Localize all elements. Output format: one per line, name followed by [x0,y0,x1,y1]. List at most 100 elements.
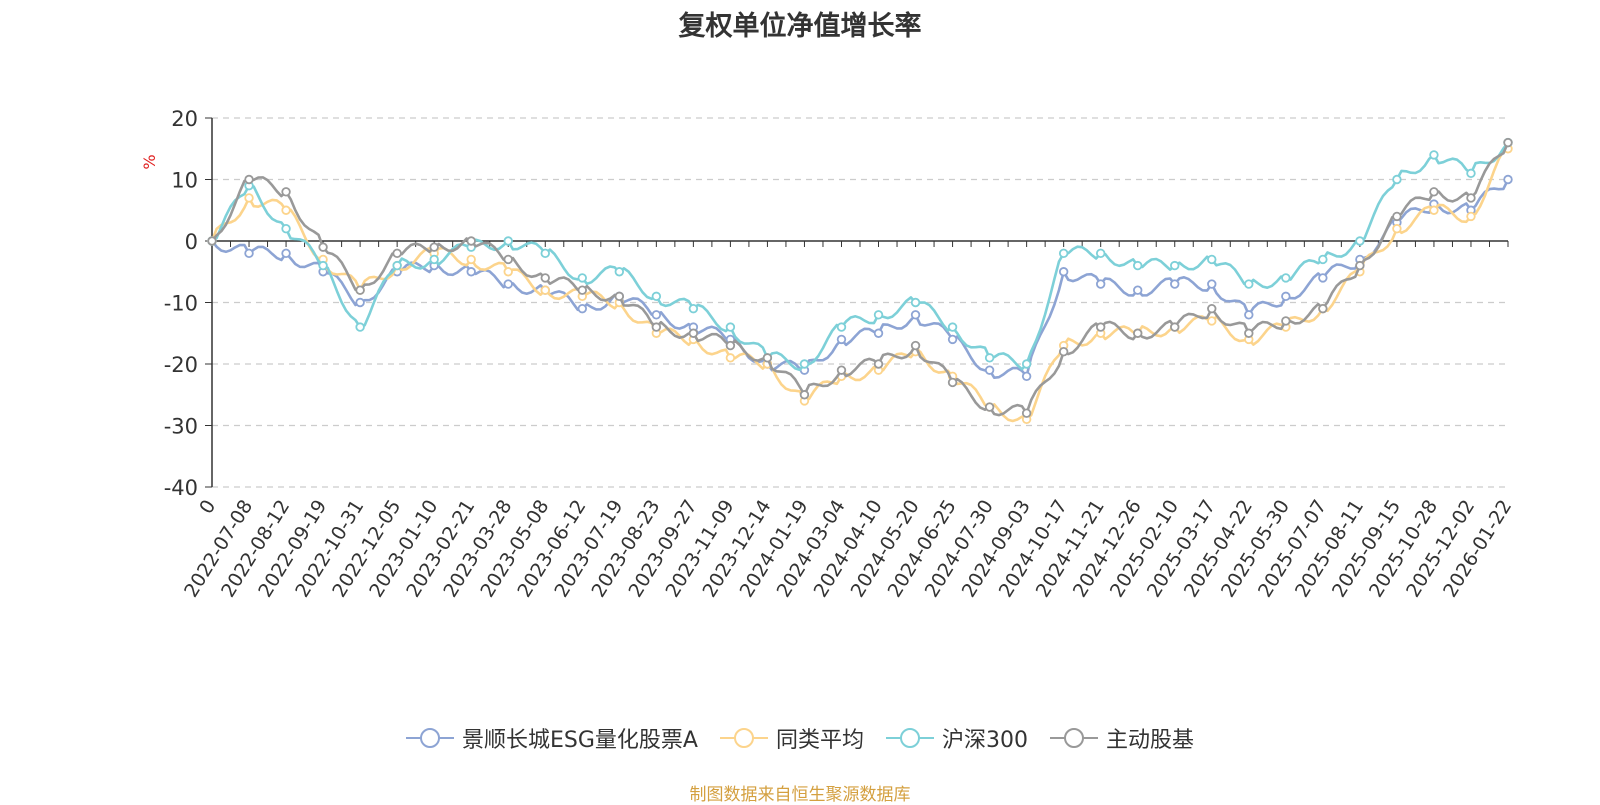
data-point [1318,254,1328,265]
data-point [1244,310,1254,320]
data-point [244,193,254,203]
data-point [1392,223,1402,234]
data-point [836,322,847,332]
legend-item-1[interactable]: 同类平均 [719,722,864,754]
x-tick-label: 0 [195,496,220,518]
data-point [244,174,254,185]
data-point [984,353,995,363]
data-point [762,353,773,363]
data-point [1133,260,1143,271]
data-point [1207,316,1217,326]
data-point [614,267,625,277]
y-tick-label: 10 [171,169,198,193]
data-point [1244,328,1254,338]
legend-label: 主动股基 [1105,728,1194,753]
data-point [1244,279,1254,289]
data-point [1466,168,1476,179]
data-point [1318,273,1328,283]
data-point [725,322,736,332]
data-point [355,297,365,308]
series-line-3 [210,142,1510,417]
legend-label: 景顺长城ESG量化股票A [462,728,698,753]
data-point [1133,285,1143,295]
data-point [1170,260,1180,271]
data-point [503,267,513,277]
data-point [1021,408,1032,418]
legend-marker-icon [719,728,768,748]
series-line-0 [210,178,1510,380]
data-point [1170,322,1180,332]
data-point [1429,150,1439,160]
data-point [947,334,958,345]
x-tick-labels: 02022-07-082022-08-122022-09-192022-10-3… [180,496,1516,601]
data-point [910,340,921,351]
legend-marker-icon [885,728,934,748]
chart-title: 复权单位净值增长率 [678,11,922,42]
data-point [1207,279,1217,289]
data-point [1021,371,1032,381]
data-point [392,260,402,271]
series-line-2 [211,141,1510,372]
data-point [1133,328,1143,338]
data-point [392,248,402,258]
data-point [1170,279,1180,289]
data-point [355,285,365,295]
data-point [540,248,550,258]
data-point [910,297,921,308]
data-point [1355,236,1365,246]
data-point [503,279,513,289]
data-point [651,291,662,302]
data-point [1095,248,1106,258]
data-point [1429,205,1439,215]
data-point [577,303,587,314]
chart-legend: 景顺长城ESG量化股票A 同类平均 沪深300 主动股基 [0,722,1600,754]
data-point [1207,254,1217,265]
y-axis-label: % [140,154,159,169]
data-point [1429,187,1439,197]
source-note: 制图数据来自恒生聚源数据库 [689,785,911,805]
data-point [799,390,810,400]
axes [205,117,1509,488]
data-point [207,236,217,246]
legend-item-2[interactable]: 沪深300 [885,722,1028,754]
data-point [540,285,550,295]
data-point [466,236,476,246]
data-point [577,285,587,295]
data-point [1207,303,1217,314]
data-point [281,205,291,215]
data-point [1058,347,1069,357]
data-point [244,248,254,258]
data-point [873,328,884,338]
data-point [1355,260,1365,271]
data-point [1503,174,1513,185]
data-point [873,359,884,369]
data-point [1095,322,1106,332]
data-point [281,248,291,258]
data-point [281,223,291,234]
y-tick-labels: 20 10 0 -10 -20 -30 -40 [164,107,198,500]
series-line-1 [210,147,1509,423]
data-point [540,273,550,283]
data-point [651,310,662,320]
data-point [1466,211,1476,222]
y-tick-label: 0 [185,230,198,254]
legend-item-3[interactable]: 主动股基 [1049,722,1194,754]
legend-marker-icon [1049,728,1098,748]
data-point [799,359,810,369]
data-point [1281,273,1291,283]
data-point [910,310,921,320]
data-point [688,328,699,338]
legend-label: 同类平均 [775,728,864,753]
y-tick-label: -30 [164,415,198,439]
legend-label: 沪深300 [941,728,1028,753]
data-point [1021,359,1032,369]
data-point [577,273,587,283]
data-point [836,334,847,345]
data-point [836,365,847,375]
data-point [984,402,995,412]
data-point [466,267,476,277]
legend-item-0[interactable]: 景顺长城ESG量化股票A [406,722,698,754]
data-point [688,303,699,314]
series-lines [207,137,1513,425]
y-tick-label: -40 [164,476,198,500]
